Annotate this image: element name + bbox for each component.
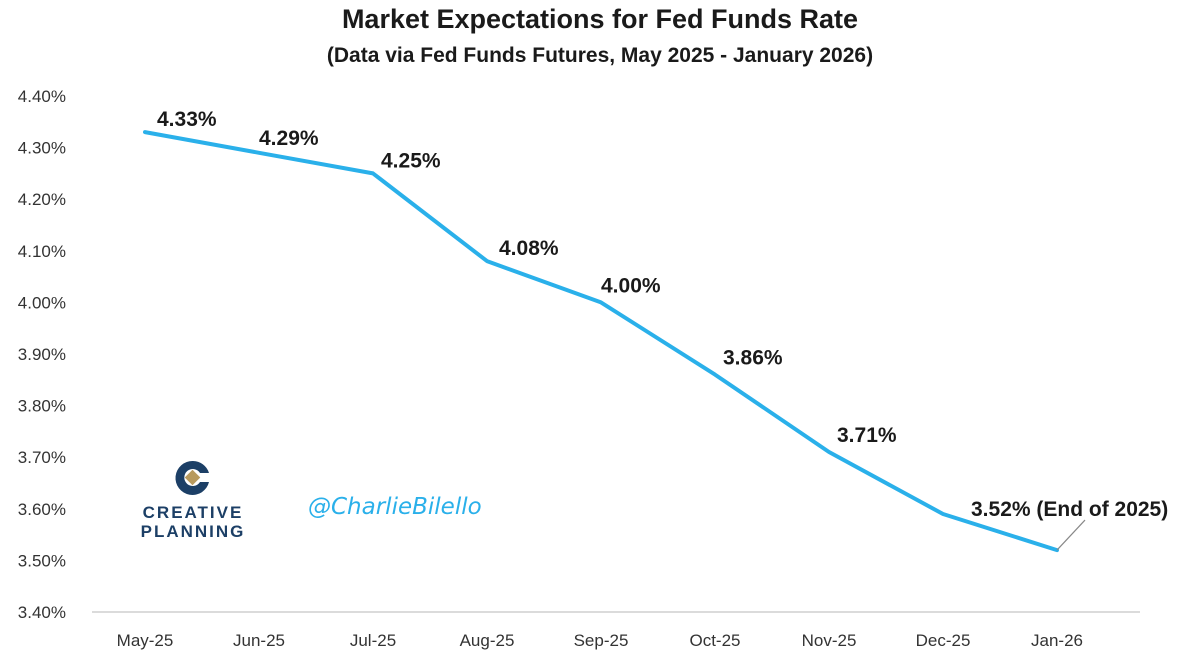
x-tick-label: Jul-25 xyxy=(350,631,396,650)
x-tick-label: May-25 xyxy=(117,631,174,650)
creative-planning-logo: CREATIVE PLANNING xyxy=(128,458,258,541)
y-tick-label: 4.20% xyxy=(18,190,66,209)
x-tick-label: Jan-26 xyxy=(1031,631,1083,650)
y-tick-label: 4.30% xyxy=(18,139,66,158)
x-tick-label: Jun-25 xyxy=(233,631,285,650)
logo-line-1: CREATIVE xyxy=(142,503,244,522)
x-tick-label: Aug-25 xyxy=(460,631,515,650)
x-tick-label: Nov-25 xyxy=(802,631,857,650)
y-tick-label: 4.00% xyxy=(18,293,66,312)
data-label: 4.29% xyxy=(259,127,319,150)
y-tick-label: 3.70% xyxy=(18,448,66,467)
data-label: 4.00% xyxy=(601,274,661,297)
callout-line xyxy=(1056,519,1086,551)
data-label: 3.52% (End of 2025) xyxy=(971,498,1168,521)
chart-subtitle: (Data via Fed Funds Futures, May 2025 - … xyxy=(326,44,874,67)
data-label: 3.71% xyxy=(837,424,897,447)
y-tick-label: 3.80% xyxy=(18,397,66,416)
logo-line-2: PLANNING xyxy=(140,522,246,541)
y-tick-label: 4.40% xyxy=(18,87,66,106)
x-tick-label: Oct-25 xyxy=(689,631,740,650)
y-tick-label: 4.10% xyxy=(18,242,66,261)
chart-title: Market Expectations for Fed Funds Rate xyxy=(341,4,859,34)
data-label: 3.86% xyxy=(723,347,783,370)
data-label: 4.08% xyxy=(499,237,559,260)
x-tick-label: Sep-25 xyxy=(574,631,629,650)
y-tick-label: 3.60% xyxy=(18,500,66,519)
author-watermark: @CharlieBilello xyxy=(308,494,482,520)
data-label: 4.33% xyxy=(157,108,217,131)
data-label: 4.25% xyxy=(381,149,441,172)
y-tick-label: 3.90% xyxy=(18,345,66,364)
y-tick-label: 3.40% xyxy=(18,603,66,622)
logo-icon xyxy=(175,460,209,495)
x-tick-label: Dec-25 xyxy=(916,631,971,650)
series-line xyxy=(143,130,1059,553)
y-tick-label: 3.50% xyxy=(18,551,66,570)
